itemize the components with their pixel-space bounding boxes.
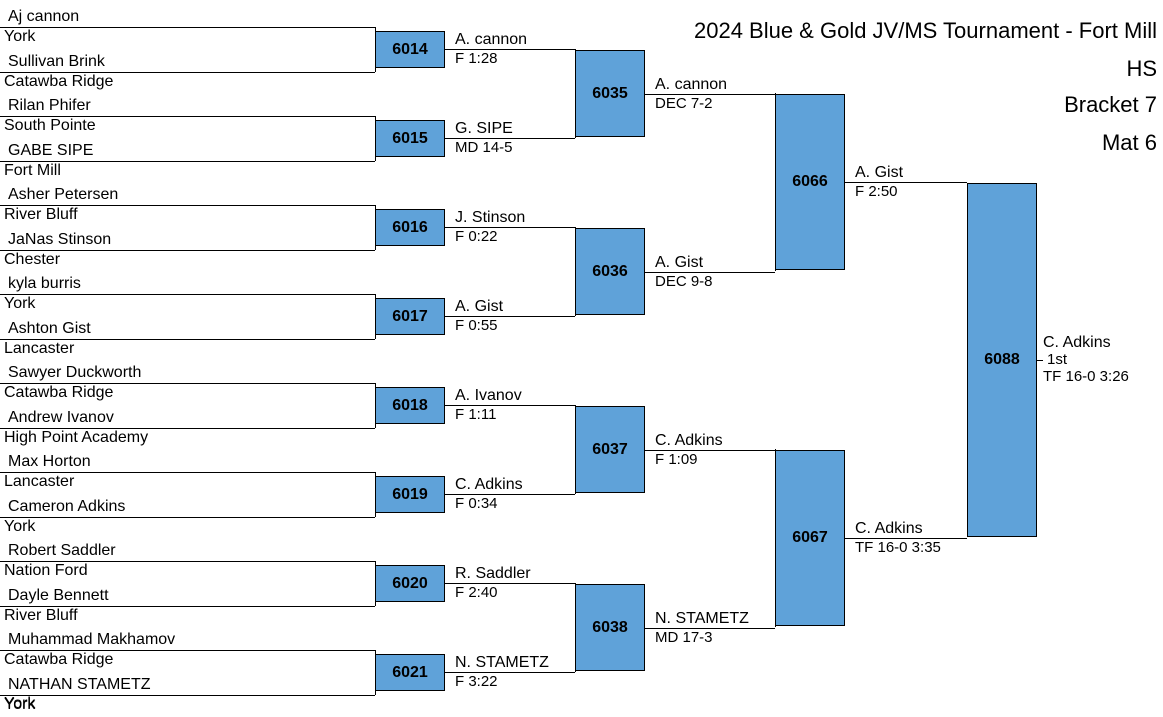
bout-result: F 2:40 bbox=[455, 584, 498, 602]
wrestler-name: Andrew Ivanov bbox=[8, 409, 114, 427]
bout-box: 6035 bbox=[575, 50, 645, 137]
bout-result: MD 14-5 bbox=[455, 139, 513, 157]
bracket-line bbox=[0, 428, 375, 429]
bout-result: F 0:22 bbox=[455, 228, 498, 246]
bracket-line bbox=[0, 294, 375, 295]
bracket-line bbox=[0, 561, 375, 562]
winner-name: C. Adkins bbox=[855, 520, 923, 538]
bout-box: 6067 bbox=[775, 450, 845, 626]
bracket-label: Bracket 7 bbox=[1064, 91, 1157, 119]
champion-place: 1st bbox=[1047, 351, 1067, 369]
bout-result: F 2:50 bbox=[855, 183, 898, 201]
bracket-line bbox=[0, 27, 375, 28]
winner-name: N. STAMETZ bbox=[455, 654, 549, 672]
wrestler-name: Ashton Gist bbox=[8, 320, 91, 338]
bout-box: 6018 bbox=[375, 387, 445, 424]
wrestler-name: Max Horton bbox=[8, 453, 91, 471]
bout-result: TF 16-0 3:35 bbox=[855, 539, 941, 557]
winner-name: C. Adkins bbox=[655, 432, 723, 450]
winner-name: A. Gist bbox=[455, 298, 503, 316]
wrestler-team: South Pointe bbox=[4, 117, 96, 135]
tournament-title-line1: 2024 Blue & Gold JV/MS Tournament - Fort… bbox=[694, 17, 1157, 45]
bout-box: 6015 bbox=[375, 120, 445, 157]
bracket-line bbox=[0, 472, 375, 473]
bracket-line bbox=[0, 650, 375, 651]
winner-name: G. SIPE bbox=[455, 120, 513, 138]
wrestler-name: Robert Saddler bbox=[8, 542, 116, 560]
bout-box: 6020 bbox=[375, 565, 445, 602]
wrestler-team: Catawba Ridge bbox=[4, 651, 113, 669]
bout-result: F 3:22 bbox=[455, 673, 498, 691]
bout-result: F 0:34 bbox=[455, 495, 498, 513]
winner-name: J. Stinson bbox=[455, 209, 525, 227]
winner-name: C. Adkins bbox=[455, 476, 523, 494]
winner-name: A. Gist bbox=[855, 164, 903, 182]
winner-name: N. STAMETZ bbox=[655, 610, 749, 628]
bracket-line bbox=[0, 339, 375, 340]
wrestler-team: York bbox=[4, 28, 35, 46]
winner-name: R. Saddler bbox=[455, 565, 531, 583]
bout-box: 6037 bbox=[575, 406, 645, 493]
wrestler-team: York bbox=[4, 295, 35, 313]
winner-name: A. cannon bbox=[655, 76, 727, 94]
winner-name: A. cannon bbox=[455, 31, 527, 49]
bout-box: 6017 bbox=[375, 298, 445, 335]
champion-result: TF 16-0 3:26 bbox=[1043, 368, 1129, 386]
bracket-line bbox=[0, 72, 375, 73]
wrestler-team: Catawba Ridge bbox=[4, 73, 113, 91]
wrestler-team: River Bluff bbox=[4, 607, 78, 625]
wrestler-team: Lancaster bbox=[4, 473, 74, 491]
bout-box: 6066 bbox=[775, 94, 845, 270]
wrestler-team: York bbox=[4, 695, 35, 713]
bout-result: F 1:09 bbox=[655, 451, 698, 469]
bout-box: 6016 bbox=[375, 209, 445, 246]
bout-box: 6019 bbox=[375, 476, 445, 513]
bout-result: F 1:11 bbox=[455, 406, 496, 424]
bracket-line bbox=[0, 116, 375, 117]
wrestler-name: GABE SIPE bbox=[8, 142, 93, 160]
wrestler-name: Aj cannon bbox=[8, 8, 79, 26]
wrestler-name: Sullivan Brink bbox=[8, 53, 105, 71]
tournament-title-line2: HS bbox=[1126, 55, 1157, 83]
wrestler-team: Lancaster bbox=[4, 340, 74, 358]
wrestler-name: Cameron Adkins bbox=[8, 498, 125, 516]
bout-result: DEC 7-2 bbox=[655, 95, 713, 113]
bout-result: DEC 9-8 bbox=[655, 273, 713, 291]
bout-box: 6014 bbox=[375, 31, 445, 68]
wrestler-team: Catawba Ridge bbox=[4, 384, 113, 402]
bout-result: MD 17-3 bbox=[655, 629, 713, 647]
bracket-line bbox=[0, 250, 375, 251]
bout-result: F 1:28 bbox=[455, 50, 498, 68]
bracket-line bbox=[0, 205, 375, 206]
wrestler-team: Chester bbox=[4, 251, 60, 269]
wrestler-name: Dayle Bennett bbox=[8, 587, 109, 605]
wrestler-name: Asher Petersen bbox=[8, 186, 118, 204]
wrestler-name: Muhammad Makhamov bbox=[8, 631, 175, 649]
mat-label: Mat 6 bbox=[1102, 129, 1157, 157]
wrestler-team: York bbox=[4, 518, 35, 536]
winner-name: A. Ivanov bbox=[455, 387, 522, 405]
champion-name: C. Adkins bbox=[1043, 334, 1111, 352]
bout-box: 6088 bbox=[967, 183, 1037, 537]
bracket-line bbox=[0, 517, 375, 518]
wrestler-team: River Bluff bbox=[4, 206, 78, 224]
wrestler-team: High Point Academy bbox=[4, 429, 148, 447]
bracket-line bbox=[0, 161, 375, 162]
bout-box: 6021 bbox=[375, 654, 445, 691]
bracket-line bbox=[0, 383, 375, 384]
bracket-line bbox=[0, 695, 375, 696]
wrestler-name: Sawyer Duckworth bbox=[8, 364, 141, 382]
wrestler-team: Fort Mill bbox=[4, 162, 61, 180]
wrestler-team: Nation Ford bbox=[4, 562, 88, 580]
winner-line bbox=[1037, 360, 1043, 361]
bout-result: F 0:55 bbox=[455, 317, 498, 335]
wrestler-name: JaNas Stinson bbox=[8, 231, 111, 249]
bout-box: 6036 bbox=[575, 228, 645, 315]
bout-box: 6038 bbox=[575, 584, 645, 671]
wrestler-name: Rilan Phifer bbox=[8, 97, 91, 115]
wrestler-name: kyla burris bbox=[8, 275, 81, 293]
winner-name: A. Gist bbox=[655, 254, 703, 272]
wrestler-name: NATHAN STAMETZ bbox=[8, 676, 151, 694]
bracket-line bbox=[0, 606, 375, 607]
